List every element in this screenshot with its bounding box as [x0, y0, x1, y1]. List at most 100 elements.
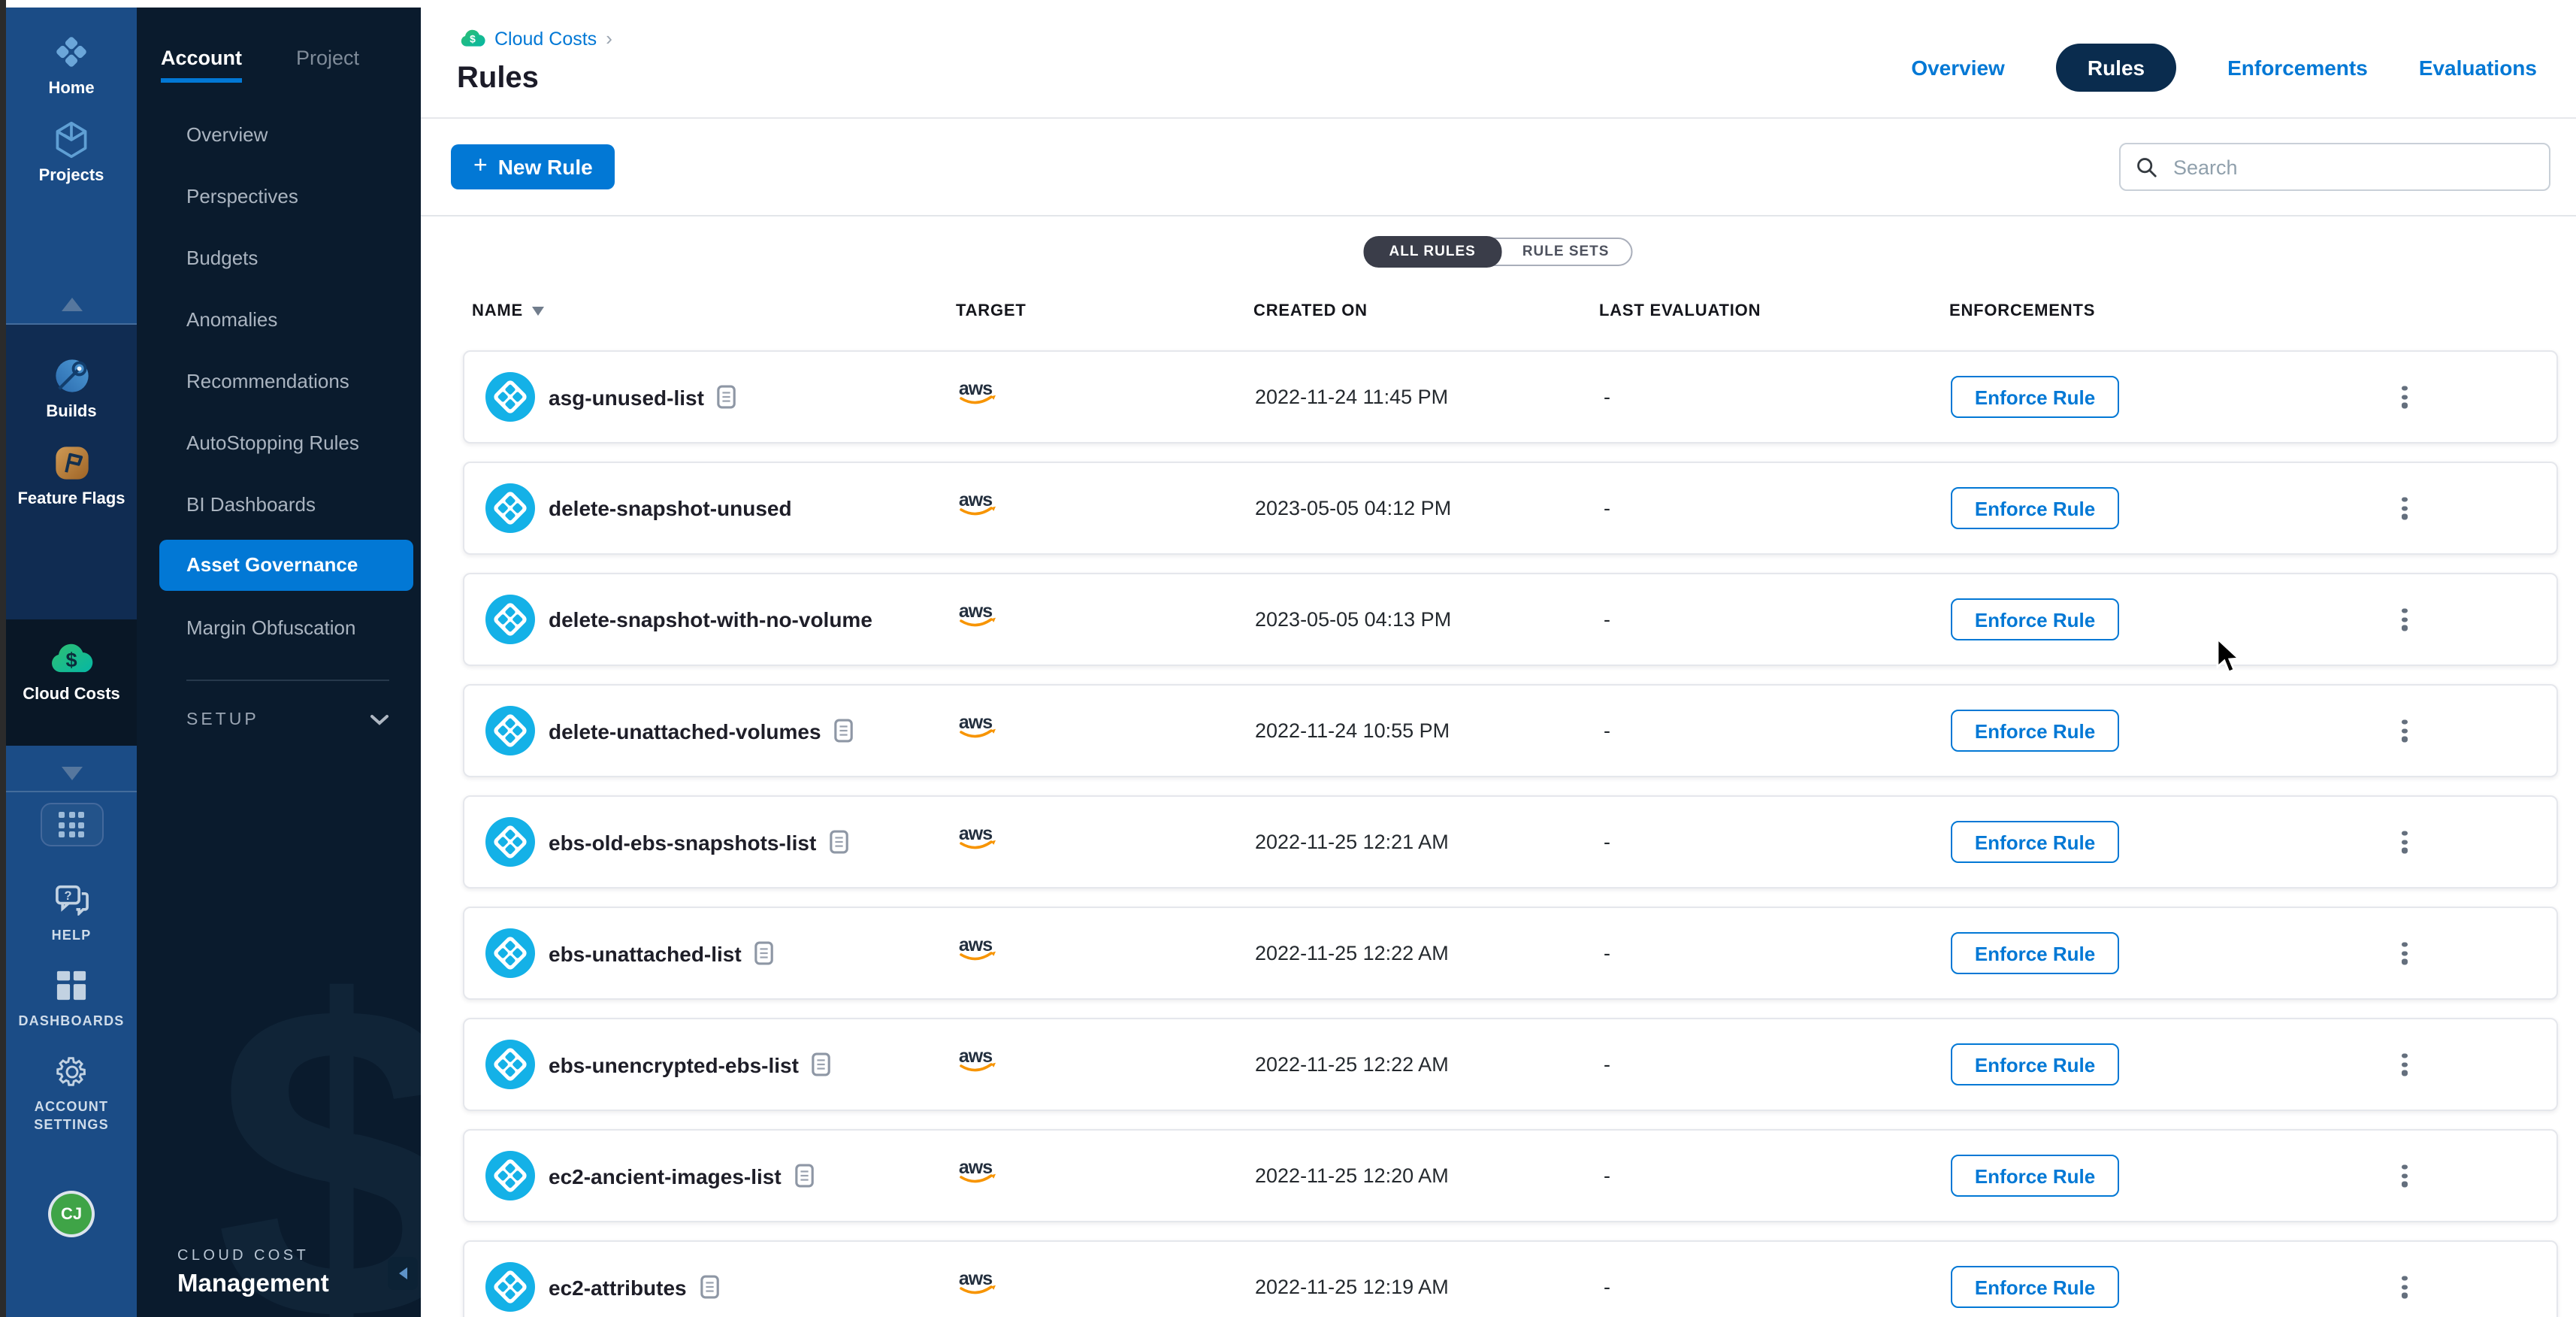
- enforce-rule-button[interactable]: Enforce Rule: [1951, 376, 2119, 418]
- sidebar-item-asset-governance[interactable]: Asset Governance: [159, 540, 413, 591]
- sort-caret-icon: [532, 307, 544, 316]
- row-menu-button[interactable]: [2394, 491, 2415, 525]
- row-menu-button[interactable]: [2394, 713, 2415, 747]
- module-dashboards[interactable]: DASHBOARDS: [16, 965, 127, 1030]
- row-menu-button[interactable]: [2394, 1270, 2415, 1303]
- table-row-delete-snapshot-unused[interactable]: delete-snapshot-unused aws 2023-05-05 04…: [463, 462, 2558, 555]
- table-row-ebs-unattached-list[interactable]: ebs-unattached-list aws 2022-11-25 12:22…: [463, 907, 2558, 1000]
- module-account-settings[interactable]: ACCOUNT SETTINGS: [16, 1051, 127, 1134]
- svg-text:aws: aws: [959, 823, 992, 844]
- module-feature-flags[interactable]: Feature Flags: [17, 442, 125, 508]
- table-row-ec2-attributes[interactable]: ec2-attributes aws 2022-11-25 12:19 AM -…: [463, 1240, 2558, 1317]
- last-evaluation-value: -: [1604, 831, 1610, 853]
- rule-name: delete-snapshot-unused: [549, 496, 792, 520]
- module-builds[interactable]: Builds: [46, 355, 97, 421]
- copy-icon[interactable]: [830, 829, 849, 855]
- sidebar-item-margin-obfuscation[interactable]: Margin Obfuscation: [186, 616, 356, 639]
- copy-icon[interactable]: [718, 384, 737, 410]
- enforce-rule-button[interactable]: Enforce Rule: [1951, 1155, 2119, 1197]
- sidebar-item-overview[interactable]: Overview: [186, 123, 268, 146]
- harness-home-icon: [51, 32, 92, 72]
- sidebar-item-bi-dashboards[interactable]: BI Dashboards: [186, 493, 316, 516]
- copy-icon[interactable]: [700, 1274, 720, 1300]
- row-menu-button[interactable]: [2394, 1158, 2415, 1192]
- toggle-all-rules[interactable]: ALL RULES: [1363, 236, 1501, 268]
- enforce-rule-button[interactable]: Enforce Rule: [1951, 932, 2119, 974]
- row-menu-button[interactable]: [2394, 602, 2415, 636]
- module-footer-title: Management: [177, 1270, 329, 1297]
- rule-name: ec2-attributes: [549, 1275, 687, 1299]
- sidebar-item-recommendations[interactable]: Recommendations: [186, 370, 349, 392]
- row-menu-button[interactable]: [2394, 936, 2415, 970]
- sidebar-item-anomalies[interactable]: Anomalies: [186, 308, 278, 331]
- column-label: TARGET: [956, 302, 1026, 320]
- chevron-down-icon[interactable]: [61, 767, 82, 780]
- toggle-rule-sets[interactable]: RULE SETS: [1522, 244, 1610, 260]
- search-input[interactable]: [2170, 154, 2534, 180]
- table-row-delete-unattached-volumes[interactable]: delete-unattached-volumes aws 2022-11-24…: [463, 684, 2558, 777]
- enforce-rule-button[interactable]: Enforce Rule: [1951, 710, 2119, 752]
- chevron-left-icon: [399, 1267, 407, 1279]
- row-menu-button[interactable]: [2394, 380, 2415, 413]
- gear-icon: [55, 1051, 88, 1091]
- sidebar-collapse-button[interactable]: [388, 1257, 418, 1290]
- tab-evaluations[interactable]: Evaluations: [2418, 56, 2537, 80]
- copy-icon[interactable]: [794, 1163, 815, 1188]
- enforce-rule-button[interactable]: Enforce Rule: [1951, 1043, 2119, 1085]
- module-help[interactable]: ? HELP: [16, 880, 127, 944]
- cloud-costs-icon: $: [461, 29, 485, 47]
- search-icon: [2137, 157, 2157, 177]
- sidebar-item-perspectives[interactable]: Perspectives: [186, 185, 298, 207]
- column-header-name[interactable]: NAME: [472, 302, 544, 320]
- tab-overview[interactable]: Overview: [1911, 56, 2005, 80]
- breadcrumb-link[interactable]: Cloud Costs: [494, 28, 597, 49]
- table-row-ebs-old-ebs-snapshots-list[interactable]: ebs-old-ebs-snapshots-list aws 2022-11-2…: [463, 795, 2558, 889]
- scope-tab-project[interactable]: Project: [296, 47, 359, 83]
- rail-top-section: Home Projects: [6, 8, 137, 286]
- scope-tab-account[interactable]: Account: [161, 47, 242, 83]
- column-label: CREATED ON: [1253, 302, 1368, 320]
- tab-rules[interactable]: Rules: [2055, 44, 2177, 92]
- row-menu-button[interactable]: [2394, 1047, 2415, 1081]
- sidebar-item-budgets[interactable]: Budgets: [186, 247, 259, 269]
- sidebar-item-autostopping-rules[interactable]: AutoStopping Rules: [186, 431, 359, 454]
- new-rule-button[interactable]: + New Rule: [451, 144, 615, 189]
- builds-icon: [52, 355, 91, 395]
- row-menu-button[interactable]: [2394, 825, 2415, 858]
- plus-icon: +: [473, 153, 488, 179]
- module-grid-button[interactable]: [40, 803, 103, 846]
- new-rule-label: New Rule: [497, 155, 593, 179]
- rules-table: asg-unused-list aws 2022-11-24 11:45 PM …: [463, 350, 2558, 1317]
- table-row-asg-unused-list[interactable]: asg-unused-list aws 2022-11-24 11:45 PM …: [463, 350, 2558, 444]
- last-evaluation-value: -: [1604, 497, 1610, 519]
- copy-icon[interactable]: [834, 718, 854, 743]
- main-content: $ Cloud Costs › Rules Overview Rules Enfor…: [421, 8, 2576, 1317]
- aws-target-icon: aws: [954, 489, 999, 527]
- cloud-costs-sidebar: Account Project Overview Perspectives Budge…: [137, 8, 421, 1317]
- enforce-rule-button[interactable]: Enforce Rule: [1951, 1266, 2119, 1308]
- rail-collapse-up[interactable]: [6, 286, 137, 325]
- header-divider: [421, 117, 2576, 119]
- rule-name: asg-unused-list: [549, 385, 704, 409]
- module-cloud-costs[interactable]: $ Cloud Costs: [23, 637, 120, 704]
- copy-icon[interactable]: [754, 940, 775, 966]
- rule-name: ec2-ancient-images-list: [549, 1164, 782, 1188]
- rule-name: ebs-old-ebs-snapshots-list: [549, 830, 817, 854]
- module-projects[interactable]: Projects: [39, 119, 104, 185]
- rule-custodian-icon: [485, 1262, 535, 1312]
- enforce-rule-button[interactable]: Enforce Rule: [1951, 821, 2119, 863]
- copy-icon[interactable]: [812, 1052, 832, 1077]
- table-row-ec2-ancient-images-list[interactable]: ec2-ancient-images-list aws 2022-11-25 1…: [463, 1129, 2558, 1222]
- sidebar-item-setup[interactable]: SETUP: [186, 711, 389, 729]
- enforce-rule-button[interactable]: Enforce Rule: [1951, 487, 2119, 529]
- svg-text:aws: aws: [959, 378, 992, 399]
- scope-tab-label: Project: [296, 47, 360, 69]
- table-row-ebs-unencrypted-ebs-list[interactable]: ebs-unencrypted-ebs-list aws 2022-11-25 …: [463, 1018, 2558, 1111]
- table-row-delete-snapshot-with-no-volume[interactable]: delete-snapshot-with-no-volume aws 2023-…: [463, 573, 2558, 666]
- enforce-rule-button[interactable]: Enforce Rule: [1951, 598, 2119, 640]
- svg-text:aws: aws: [959, 1157, 992, 1178]
- tab-enforcements[interactable]: Enforcements: [2227, 56, 2368, 80]
- module-home[interactable]: Home: [48, 32, 95, 98]
- avatar[interactable]: CJ: [51, 1194, 92, 1234]
- rule-custodian-icon: [485, 483, 535, 533]
